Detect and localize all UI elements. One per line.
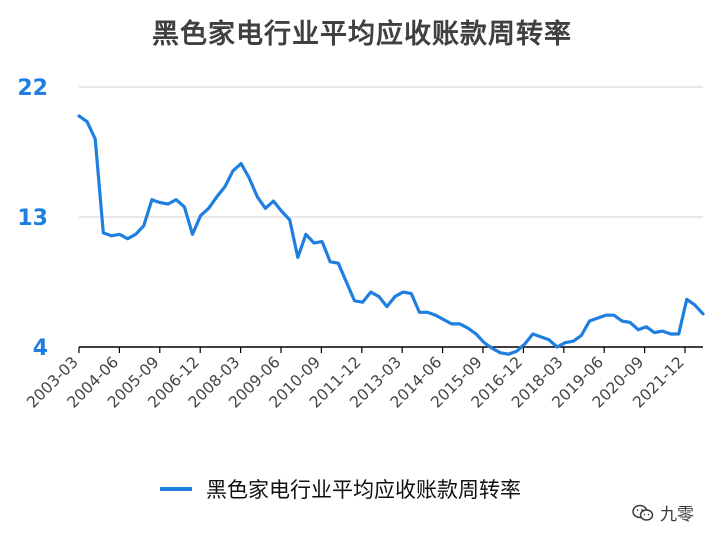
watermark: 九零 bbox=[632, 500, 694, 525]
gridlines bbox=[79, 86, 703, 218]
legend-label: 黑色家电行业平均应收账款周转率 bbox=[206, 478, 521, 502]
series-layer bbox=[77, 114, 705, 356]
watermark-text: 九零 bbox=[660, 505, 694, 525]
legend-swatch bbox=[160, 487, 192, 491]
y-tick-labels: 4 13 22 bbox=[17, 76, 48, 361]
x-tick-labels: 2003-032004-062005-092006-122008-032009-… bbox=[23, 353, 688, 412]
wechat-icon bbox=[632, 504, 654, 521]
chart-title: 黑色家电行业平均应收账款周转率 bbox=[152, 19, 572, 50]
series-line bbox=[77, 114, 705, 356]
legend: 黑色家电行业平均应收账款周转率 bbox=[160, 474, 521, 504]
axes bbox=[78, 346, 703, 353]
y-tick-label: 4 bbox=[33, 336, 48, 361]
y-tick-label: 13 bbox=[17, 206, 48, 231]
y-tick-label: 22 bbox=[17, 76, 48, 101]
